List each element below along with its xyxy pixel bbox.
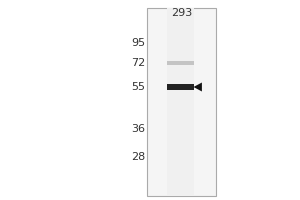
Text: 293: 293 — [171, 8, 192, 18]
Bar — [167, 84, 194, 90]
Text: 36: 36 — [131, 124, 146, 134]
Bar — [167, 8, 194, 196]
Text: 72: 72 — [131, 58, 146, 68]
Text: 95: 95 — [131, 38, 146, 48]
Text: 55: 55 — [131, 82, 146, 92]
Text: 28: 28 — [131, 152, 146, 162]
Polygon shape — [194, 83, 202, 91]
Bar — [147, 8, 216, 196]
Bar — [167, 61, 194, 65]
